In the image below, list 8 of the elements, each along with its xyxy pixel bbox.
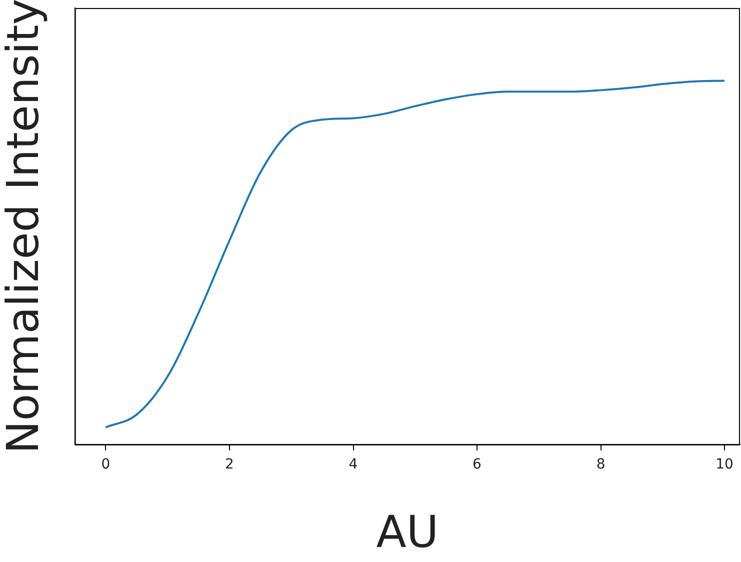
x-tick-label: 8: [596, 456, 606, 472]
x-tick-label: 4: [348, 456, 358, 472]
y-axis-title: Normalized Intensity: [0, 0, 49, 454]
x-tick-label: 10: [716, 456, 734, 472]
x-tick-label: 2: [225, 456, 234, 472]
x-axis-title: AU: [376, 507, 439, 558]
x-tick-label: 0: [101, 456, 110, 472]
x-tick-label: 6: [472, 456, 482, 472]
